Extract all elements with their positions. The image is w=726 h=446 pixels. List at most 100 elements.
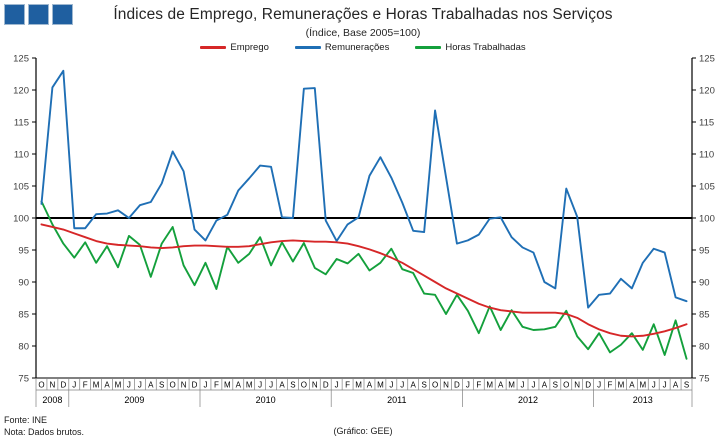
- y-tick-label-right: 120: [699, 85, 715, 96]
- series-line-horas-trabalhadas: [40, 200, 688, 360]
- month-label: D: [60, 381, 66, 390]
- month-label: J: [269, 381, 273, 390]
- legend-label-horas: Horas Trabalhadas: [445, 42, 526, 53]
- month-label: N: [574, 381, 580, 390]
- year-label: 2013: [633, 395, 653, 405]
- y-tick-label-right: 75: [699, 373, 710, 384]
- chart-legend: Emprego Remunerações Horas Trabalhadas: [0, 42, 726, 53]
- month-label: N: [50, 381, 56, 390]
- month-label: O: [301, 381, 307, 390]
- month-label: A: [673, 381, 679, 390]
- month-label: F: [345, 381, 350, 390]
- month-label: J: [72, 381, 76, 390]
- month-label: S: [421, 381, 426, 390]
- y-tick-label-left: 80: [18, 341, 29, 352]
- month-label: J: [127, 381, 131, 390]
- month-label: A: [104, 381, 110, 390]
- y-tick-label-right: 110: [699, 149, 714, 160]
- month-label: J: [389, 381, 393, 390]
- footer-notes: Fonte: INE Nota: Dados brutos.: [4, 414, 84, 438]
- legend-item-horas[interactable]: Horas Trabalhadas: [415, 42, 526, 53]
- y-tick-label-left: 95: [18, 245, 29, 256]
- month-label: J: [400, 381, 404, 390]
- month-label: N: [312, 381, 318, 390]
- month-label: M: [246, 381, 253, 390]
- legend-item-remuneracoes[interactable]: Remunerações: [294, 42, 390, 53]
- month-label: M: [486, 381, 493, 390]
- month-label: J: [521, 381, 525, 390]
- month-label: O: [563, 381, 569, 390]
- year-label: 2011: [387, 395, 406, 405]
- y-tick-label-left: 105: [13, 181, 29, 192]
- gee-logo: [4, 4, 73, 25]
- y-tick-label-right: 90: [699, 277, 710, 288]
- month-label: J: [203, 381, 207, 390]
- footer-note: Nota: Dados brutos.: [4, 427, 85, 437]
- month-label: S: [290, 381, 295, 390]
- month-label: M: [115, 381, 122, 390]
- month-label: J: [335, 381, 339, 390]
- y-tick-label-right: 85: [699, 309, 710, 320]
- y-tick-label-left: 115: [14, 117, 29, 128]
- month-label: D: [454, 381, 460, 390]
- month-label: O: [38, 381, 44, 390]
- y-tick-label-right: 95: [699, 245, 710, 256]
- y-tick-label-left: 90: [18, 277, 29, 288]
- y-tick-label-left: 120: [13, 85, 29, 96]
- y-tick-label-left: 85: [18, 309, 29, 320]
- month-label: M: [93, 381, 100, 390]
- legend-swatch-emprego: [200, 46, 227, 49]
- month-label: N: [443, 381, 449, 390]
- month-label: M: [618, 381, 625, 390]
- month-label: S: [159, 381, 164, 390]
- y-tick-label-left: 100: [13, 213, 29, 224]
- y-tick-label-right: 115: [699, 117, 714, 128]
- month-label: A: [498, 381, 504, 390]
- month-label: S: [553, 381, 558, 390]
- month-label: F: [476, 381, 481, 390]
- logo-square-3: [52, 4, 73, 25]
- month-label: J: [663, 381, 667, 390]
- month-label: O: [432, 381, 438, 390]
- month-label: A: [236, 381, 242, 390]
- legend-label-remuneracoes: Remunerações: [324, 42, 390, 53]
- legend-swatch-remuneracoes: [294, 46, 321, 49]
- year-label: 2010: [256, 395, 276, 405]
- chart-subtitle: (Índice, Base 2005=100): [305, 27, 421, 39]
- legend-label-emprego: Emprego: [230, 42, 269, 53]
- month-label: J: [531, 381, 535, 390]
- month-label: D: [323, 381, 329, 390]
- year-label: 2008: [42, 395, 62, 405]
- month-label: M: [639, 381, 646, 390]
- y-tick-label-right: 100: [699, 213, 715, 224]
- year-label: 2009: [124, 395, 144, 405]
- y-tick-label-left: 125: [13, 53, 29, 64]
- legend-swatch-horas: [415, 46, 442, 49]
- logo-square-1: [4, 4, 25, 25]
- chart-title: Índices de Emprego, Remunerações e Horas…: [113, 6, 613, 23]
- legend-item-emprego[interactable]: Emprego: [200, 42, 269, 53]
- year-label: 2012: [518, 395, 538, 405]
- y-tick-label-right: 125: [699, 53, 715, 64]
- month-label: D: [192, 381, 198, 390]
- month-label: J: [597, 381, 601, 390]
- month-label: F: [608, 381, 613, 390]
- month-label: J: [466, 381, 470, 390]
- footer-source: Fonte: INE: [4, 415, 48, 425]
- month-label: O: [170, 381, 176, 390]
- month-label: S: [684, 381, 689, 390]
- month-label: A: [279, 381, 285, 390]
- month-label: A: [148, 381, 154, 390]
- month-label: D: [585, 381, 591, 390]
- month-label: M: [355, 381, 362, 390]
- y-tick-label-left: 110: [14, 149, 29, 160]
- month-label: A: [629, 381, 635, 390]
- month-label: J: [652, 381, 656, 390]
- month-label: J: [258, 381, 262, 390]
- month-label: A: [542, 381, 548, 390]
- month-label: J: [138, 381, 142, 390]
- y-tick-label-right: 80: [699, 341, 710, 352]
- month-label: M: [377, 381, 384, 390]
